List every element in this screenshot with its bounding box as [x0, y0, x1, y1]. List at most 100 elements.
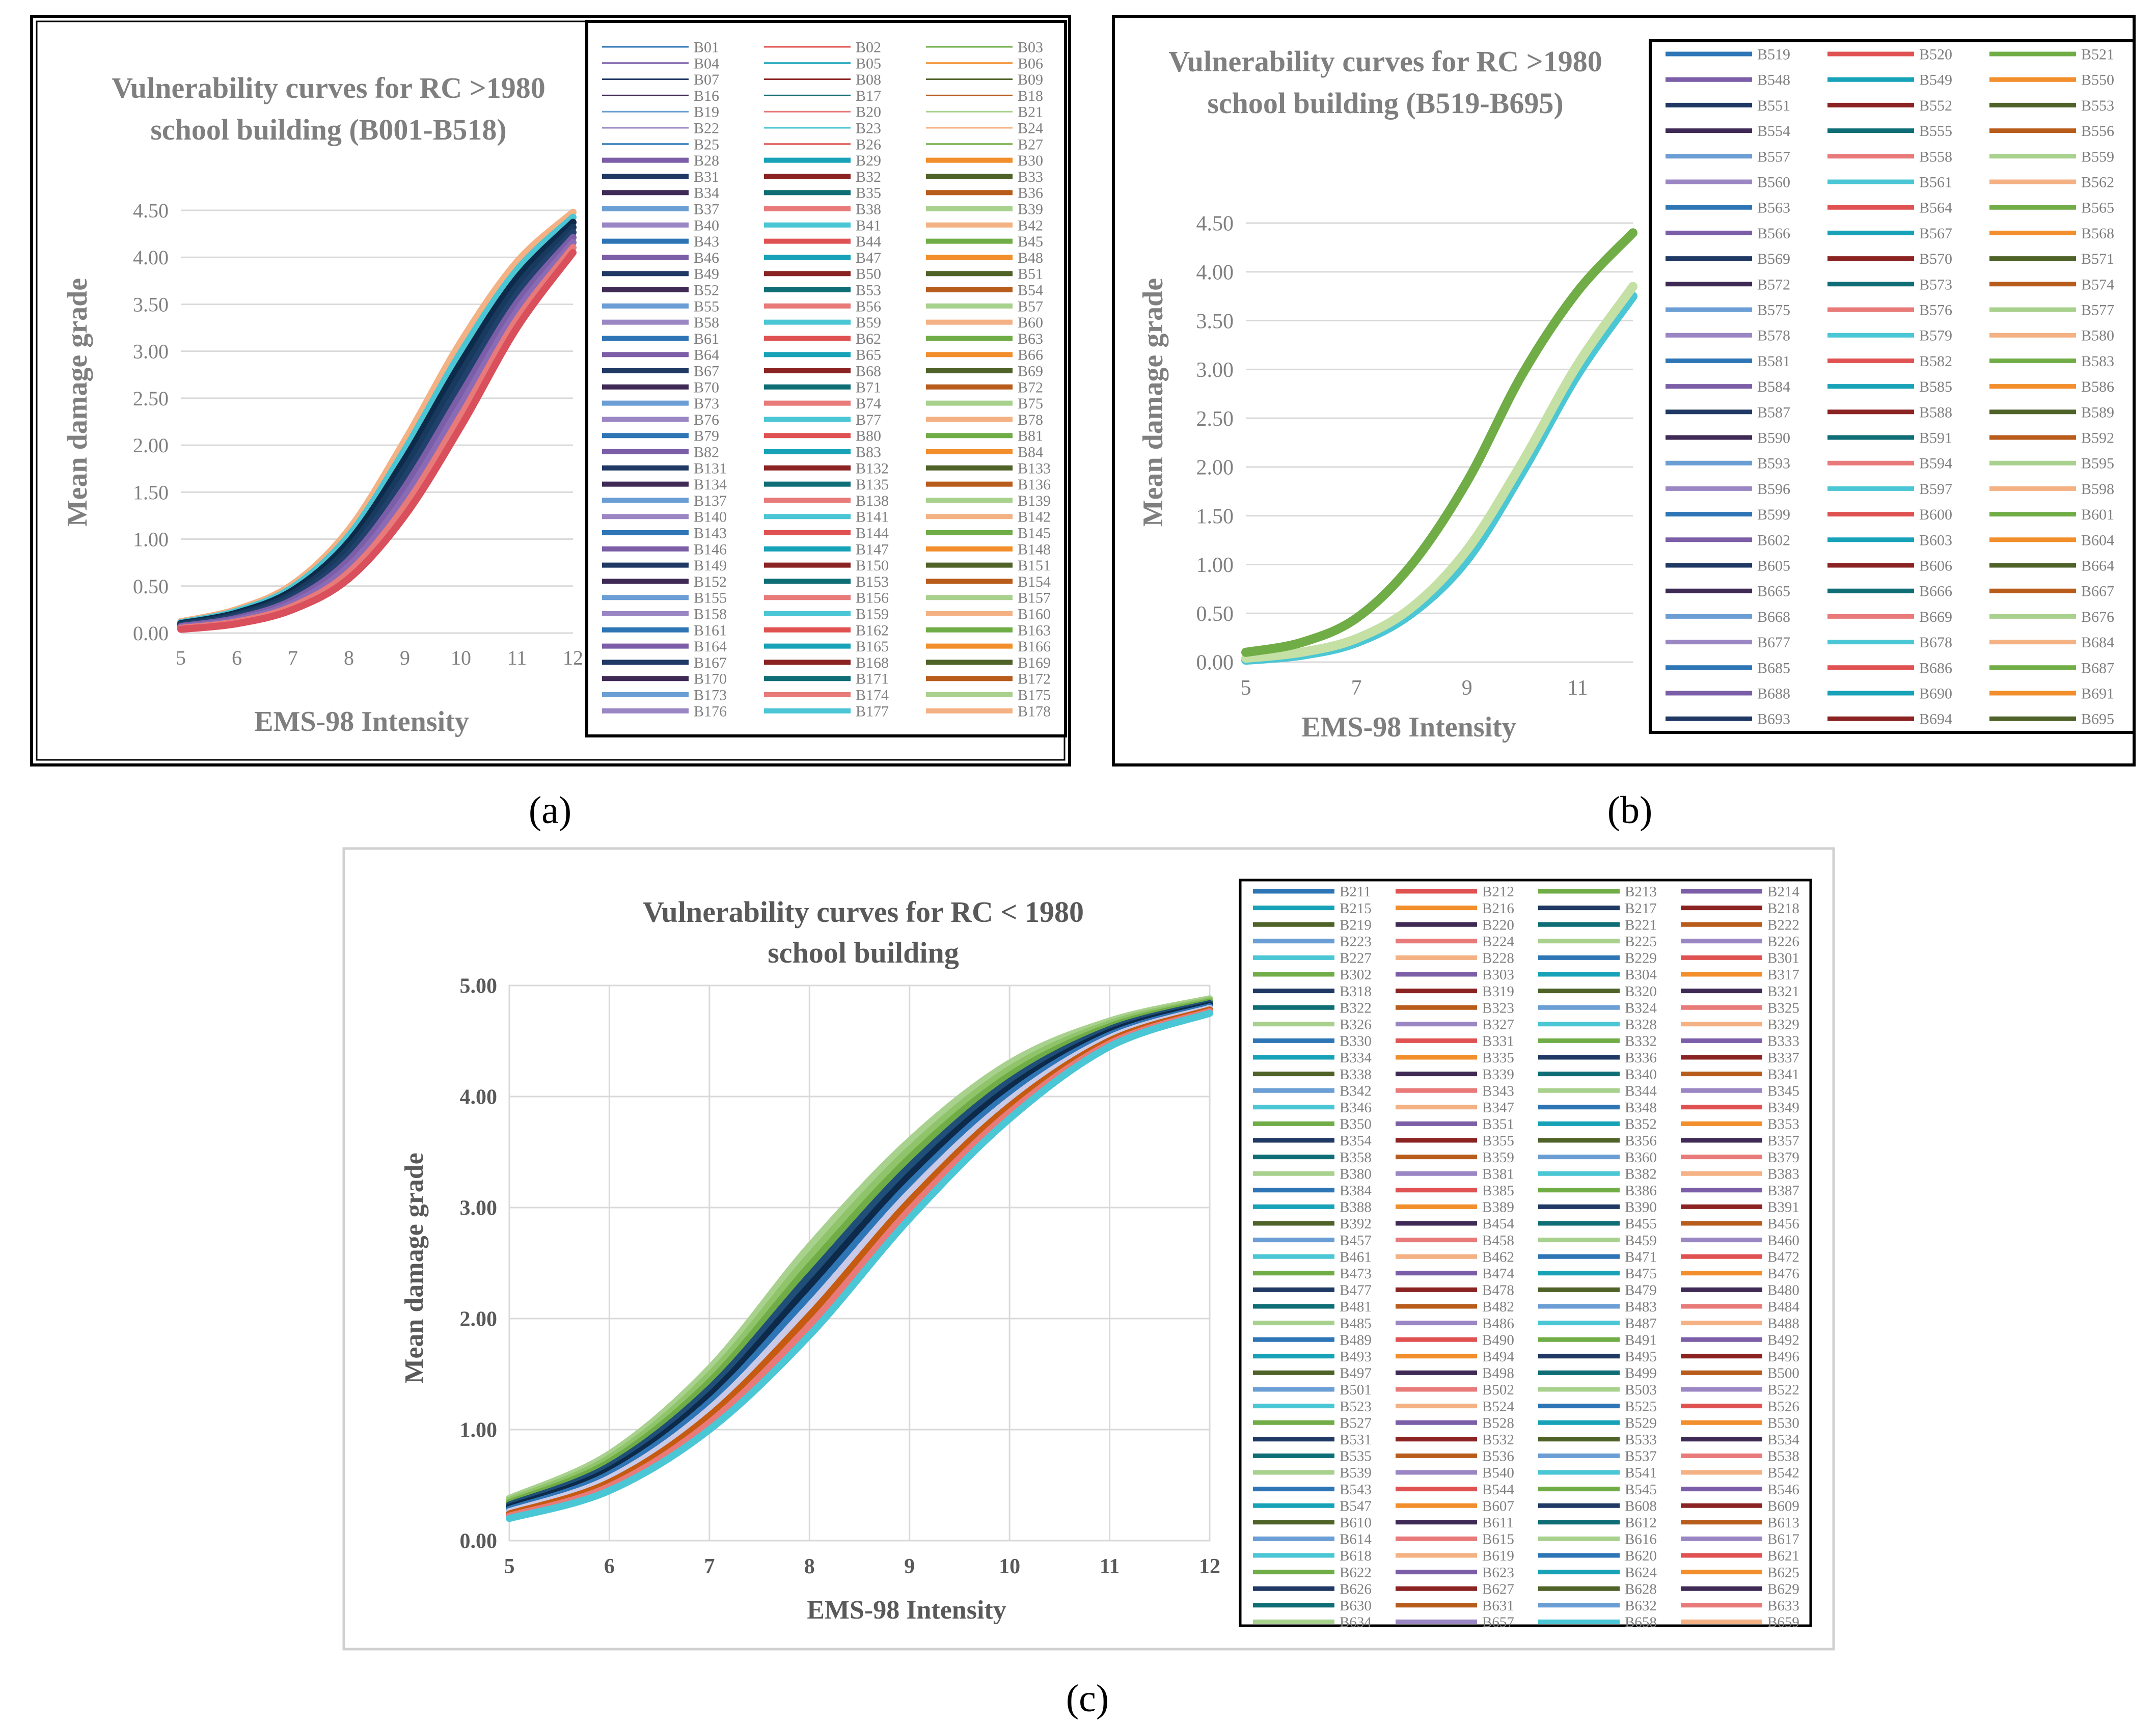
x-tick-label: 12	[563, 646, 583, 669]
legend-label: B339	[1482, 1066, 1514, 1083]
legend-label: B336	[1625, 1050, 1657, 1066]
legend-label: B04	[694, 55, 719, 72]
legend-label: B541	[1625, 1465, 1657, 1481]
legend-label: B488	[1767, 1316, 1799, 1332]
y-tick-label: 0.00	[133, 622, 169, 645]
legend-label: B40	[694, 217, 719, 234]
legend-label: B457	[1340, 1233, 1372, 1249]
x-axis-label: EMS-98 Intensity	[254, 706, 469, 737]
legend-label: B153	[856, 573, 889, 590]
legend-label: B619	[1482, 1548, 1514, 1564]
y-axis-label: Mean damage grade	[400, 1153, 429, 1383]
legend-label: B158	[694, 606, 727, 623]
legend-label: B496	[1767, 1349, 1799, 1365]
legend-label: B676	[2081, 609, 2114, 625]
legend-label: B586	[2081, 378, 2114, 395]
legend-label: B528	[1482, 1415, 1514, 1431]
legend-label: B557	[1757, 148, 1790, 165]
legend-label: B137	[694, 492, 727, 509]
legend-label: B36	[1018, 185, 1043, 202]
legend-label: B159	[856, 606, 889, 623]
legend-label: B143	[694, 525, 727, 542]
legend-label: B155	[694, 590, 727, 607]
legend-label: B604	[2081, 532, 2114, 549]
legend-label: B565	[2081, 200, 2114, 216]
legend-label: B477	[1340, 1282, 1372, 1299]
legend-label: B227	[1340, 950, 1372, 967]
legend-label: B06	[1018, 55, 1043, 72]
legend-label: B33	[1018, 169, 1043, 185]
legend-label: B325	[1767, 1000, 1799, 1016]
legend-label: B531	[1340, 1432, 1372, 1448]
legend-label: B59	[856, 314, 881, 331]
legend-label: B476	[1767, 1266, 1799, 1282]
legend-label: B669	[1919, 609, 1952, 625]
legend-label: B473	[1340, 1266, 1372, 1282]
legend-label: B578	[1757, 327, 1790, 344]
legend-label: B46	[694, 250, 719, 266]
legend-label: B338	[1340, 1066, 1372, 1083]
legend-label: B474	[1482, 1266, 1514, 1282]
x-tick-label: 9	[904, 1555, 915, 1578]
legend-label: B135	[856, 476, 889, 493]
legend-label: B18	[1018, 88, 1043, 104]
legend-label: B20	[856, 104, 881, 121]
legend-label: B574	[2081, 276, 2114, 293]
legend-label: B603	[1919, 532, 1952, 549]
curve-group	[506, 995, 1213, 1522]
panel-label: (c)	[1066, 1677, 1109, 1720]
y-tick-label: 3.50	[133, 293, 169, 316]
legend-label: B173	[694, 687, 727, 704]
x-tick-label: 8	[804, 1555, 815, 1578]
legend-label: B08	[856, 71, 881, 88]
legend-label: B83	[856, 444, 881, 461]
legend-label: B491	[1625, 1332, 1657, 1348]
legend-label: B54	[1018, 282, 1043, 299]
legend-label: B486	[1482, 1316, 1514, 1332]
legend-label: B05	[856, 55, 881, 72]
legend-label: B145	[1018, 525, 1051, 542]
legend-label: B602	[1757, 532, 1790, 549]
legend-label: B625	[1767, 1565, 1799, 1581]
legend-label: B553	[2081, 97, 2114, 114]
legend-label: B554	[1757, 123, 1790, 140]
legend-label: B77	[856, 412, 881, 428]
legend-label: B170	[694, 671, 727, 688]
legend: B519 B520 B521 B548 B549 B550 B551 B552 B553 B554…	[1649, 39, 2136, 734]
y-tick-label: 2.50	[1196, 407, 1234, 431]
legend-label: B351	[1482, 1116, 1514, 1133]
legend-label: B66	[1018, 347, 1043, 364]
legend-label: B228	[1482, 950, 1514, 967]
legend-label: B552	[1919, 97, 1952, 114]
y-tick-label: 3.00	[460, 1197, 498, 1220]
chart-title-line: Vulnerability curves for RC >1980	[1168, 45, 1602, 78]
legend-label: B606	[1919, 558, 1952, 574]
legend-label: B567	[1919, 225, 1952, 242]
chart-panel-b: Vulnerability curves for RC >1980 school …	[1112, 15, 2136, 766]
legend-label: B677	[1757, 634, 1790, 651]
legend-label: B140	[694, 509, 727, 526]
legend-label: B355	[1482, 1133, 1514, 1149]
legend-label: B579	[1919, 327, 1952, 344]
legend-label: B666	[1919, 583, 1952, 600]
legend-label: B09	[1018, 71, 1043, 88]
legend-label: B678	[1919, 634, 1952, 651]
legend-label: B471	[1625, 1249, 1657, 1265]
legend-label: B178	[1018, 703, 1051, 720]
y-tick-label: 4.00	[1196, 261, 1234, 284]
legend-label: B562	[2081, 174, 2114, 191]
legend-label: B75	[1018, 395, 1043, 412]
legend-label: B634	[1340, 1614, 1372, 1631]
legend-label: B332	[1625, 1033, 1657, 1050]
legend-label: B598	[2081, 481, 2114, 498]
legend-label: B561	[1919, 174, 1952, 191]
legend-label: B560	[1757, 174, 1790, 191]
legend-label: B326	[1340, 1017, 1372, 1033]
legend-label: B568	[2081, 225, 2114, 242]
y-tick-label: 2.50	[133, 387, 169, 410]
legend-label: B591	[1919, 430, 1952, 447]
x-tick-label: 5	[1241, 676, 1251, 700]
legend-label: B522	[1767, 1382, 1799, 1398]
legend-label: B626	[1340, 1581, 1372, 1597]
